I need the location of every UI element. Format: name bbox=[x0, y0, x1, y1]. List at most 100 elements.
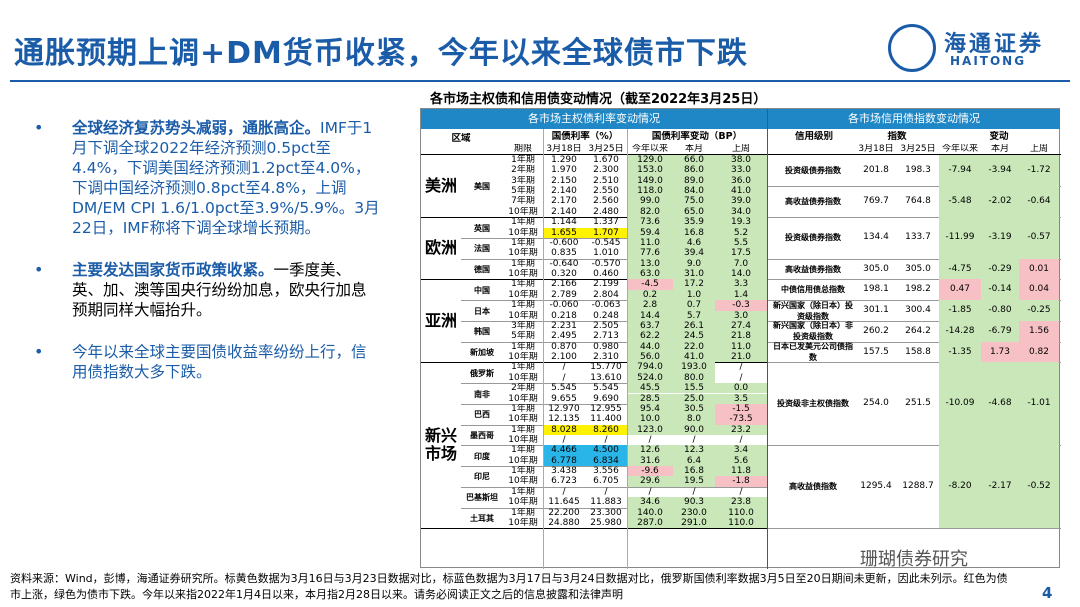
col-rchange-sub: 今年以来 bbox=[941, 144, 978, 154]
rate-cell: 0.980 bbox=[593, 341, 619, 352]
term-cell: 3年期 bbox=[511, 320, 535, 331]
change-cell: 26.1 bbox=[673, 320, 715, 332]
term-cell: 1年期 bbox=[511, 424, 535, 435]
change-cell: 23.8 bbox=[715, 497, 767, 508]
index-change: -4.75 bbox=[939, 258, 981, 280]
rate-cell: 2.150 bbox=[551, 175, 577, 186]
rate-cell: / bbox=[562, 434, 566, 445]
change-cell: 149.0 bbox=[627, 175, 673, 187]
col-change-sub: 今年以来 bbox=[631, 144, 668, 154]
index-change: -10.09 bbox=[939, 362, 981, 446]
index-name: 投资级债券指数 bbox=[785, 233, 841, 243]
index-change: 0.82 bbox=[1019, 341, 1059, 363]
index-change: -2.17 bbox=[981, 445, 1019, 529]
change-cell: 118.0 bbox=[627, 186, 673, 197]
change-cell: 794.0 bbox=[627, 362, 673, 373]
term-cell: 10年期 bbox=[508, 517, 538, 528]
bullet-body: IMF于1月下调全球2022年经济预测0.5pct至4.4%，下调美国经济预测1… bbox=[72, 119, 380, 237]
right-row-line bbox=[768, 217, 1061, 219]
rate-cell: / bbox=[562, 362, 566, 373]
rate-cell: 1.970 bbox=[551, 165, 577, 176]
col-term-header: 期限 bbox=[513, 144, 532, 154]
change-cell: 75.0 bbox=[673, 196, 715, 207]
country-label: 中国 bbox=[474, 285, 490, 295]
term-cell: 1年期 bbox=[511, 507, 535, 518]
col-rate-sub: 3月25日 bbox=[588, 144, 624, 154]
change-cell: 16.8 bbox=[673, 466, 715, 477]
rate-cell: 2.310 bbox=[593, 352, 619, 363]
term-cell: 1年期 bbox=[511, 258, 535, 269]
change-cell: 44.0 bbox=[627, 341, 673, 353]
index-value: 198.1 bbox=[863, 284, 889, 295]
rate-cell: 2.100 bbox=[551, 352, 577, 363]
rate-cell: -0.063 bbox=[591, 300, 621, 311]
change-cell: / bbox=[692, 434, 696, 445]
change-cell: / bbox=[739, 486, 743, 497]
index-change: -1.85 bbox=[939, 300, 981, 321]
change-cell: 80.0 bbox=[673, 372, 715, 384]
country-label: 日本 bbox=[474, 306, 490, 316]
change-cell: 6.4 bbox=[673, 455, 715, 467]
change-cell: 110.0 bbox=[715, 507, 767, 518]
change-cell: 8.0 bbox=[673, 414, 715, 425]
change-cell: -4.5 bbox=[627, 279, 673, 290]
rate-cell: / bbox=[562, 486, 566, 497]
index-change: 0.47 bbox=[939, 279, 981, 301]
change-cell: 193.0 bbox=[673, 362, 715, 373]
rate-cell: 1.655 bbox=[543, 227, 585, 238]
rate-cell: 2.166 bbox=[551, 279, 577, 290]
term-cell: 1年期 bbox=[511, 362, 535, 373]
term-cell: 10年期 bbox=[508, 455, 538, 466]
index-value: 251.5 bbox=[905, 398, 931, 409]
rate-cell: 1.010 bbox=[593, 248, 619, 259]
index-change: -3.19 bbox=[981, 217, 1019, 259]
country-label: 英国 bbox=[474, 223, 490, 233]
index-value: 134.4 bbox=[863, 232, 889, 243]
index-name: 投资级债券指数 bbox=[785, 166, 841, 176]
bond-table: 各市场主权债利率变动情况 各市场信用债指数变动情况 区域 国债利率（%） 国债利率变动（… bbox=[420, 108, 1061, 569]
rate-cell: 1.337 bbox=[593, 217, 619, 228]
change-cell: -1.5 bbox=[715, 403, 767, 415]
change-cell: 0.7 bbox=[673, 300, 715, 311]
rate-cell: 0.218 bbox=[551, 310, 577, 321]
index-change: -1.72 bbox=[1019, 155, 1059, 187]
term-cell: 1年期 bbox=[511, 279, 535, 290]
change-cell: 41.0 bbox=[715, 186, 767, 197]
country-label: 韩国 bbox=[474, 327, 490, 337]
rate-cell: 1.670 bbox=[593, 155, 619, 165]
change-cell: 62.2 bbox=[627, 331, 673, 342]
rate-cell: 1.707 bbox=[585, 227, 627, 238]
bullet-item: • 今年以来全球主要国债收益率纷纷上行，信用债指数大多下跌。 bbox=[30, 342, 380, 382]
term-cell: 10年期 bbox=[508, 352, 538, 363]
header-line bbox=[421, 154, 1061, 155]
rate-cell: 6.705 bbox=[593, 476, 619, 487]
rate-cell: 3.556 bbox=[593, 466, 619, 477]
change-cell: 34.0 bbox=[715, 206, 767, 218]
index-value: 133.7 bbox=[905, 232, 931, 243]
term-cell: 10年期 bbox=[508, 414, 538, 425]
country-label: 俄罗斯 bbox=[470, 368, 494, 378]
change-cell: 110.0 bbox=[715, 517, 767, 529]
index-change: -0.29 bbox=[981, 258, 1019, 280]
term-cell: 10年期 bbox=[508, 310, 538, 321]
col-rchange-header: 变动 bbox=[989, 131, 1009, 142]
region-label: 亚洲 bbox=[424, 310, 457, 330]
change-cell: 11.0 bbox=[715, 341, 767, 353]
change-cell: 291.0 bbox=[673, 517, 715, 529]
change-cell: 29.6 bbox=[627, 476, 673, 487]
region-line bbox=[421, 528, 767, 530]
term-cell: 5年期 bbox=[511, 186, 535, 197]
logo-emblem-icon bbox=[888, 24, 936, 72]
index-value: 264.2 bbox=[905, 325, 931, 336]
haitong-logo: 海通证券 HAITONG bbox=[888, 22, 1058, 72]
term-cell: 1年期 bbox=[511, 341, 535, 352]
rate-cell: / bbox=[604, 434, 608, 445]
rate-cell: 22.200 bbox=[548, 507, 580, 518]
change-cell: 3.4 bbox=[715, 445, 767, 456]
col-rate-sub: 3月18日 bbox=[546, 144, 582, 154]
rate-cell: 15.770 bbox=[590, 362, 622, 373]
rate-cell: 8.260 bbox=[585, 424, 627, 435]
index-value: 769.7 bbox=[863, 196, 889, 207]
rate-cell: 6.778 bbox=[543, 455, 585, 467]
index-value: 305.0 bbox=[863, 263, 889, 274]
